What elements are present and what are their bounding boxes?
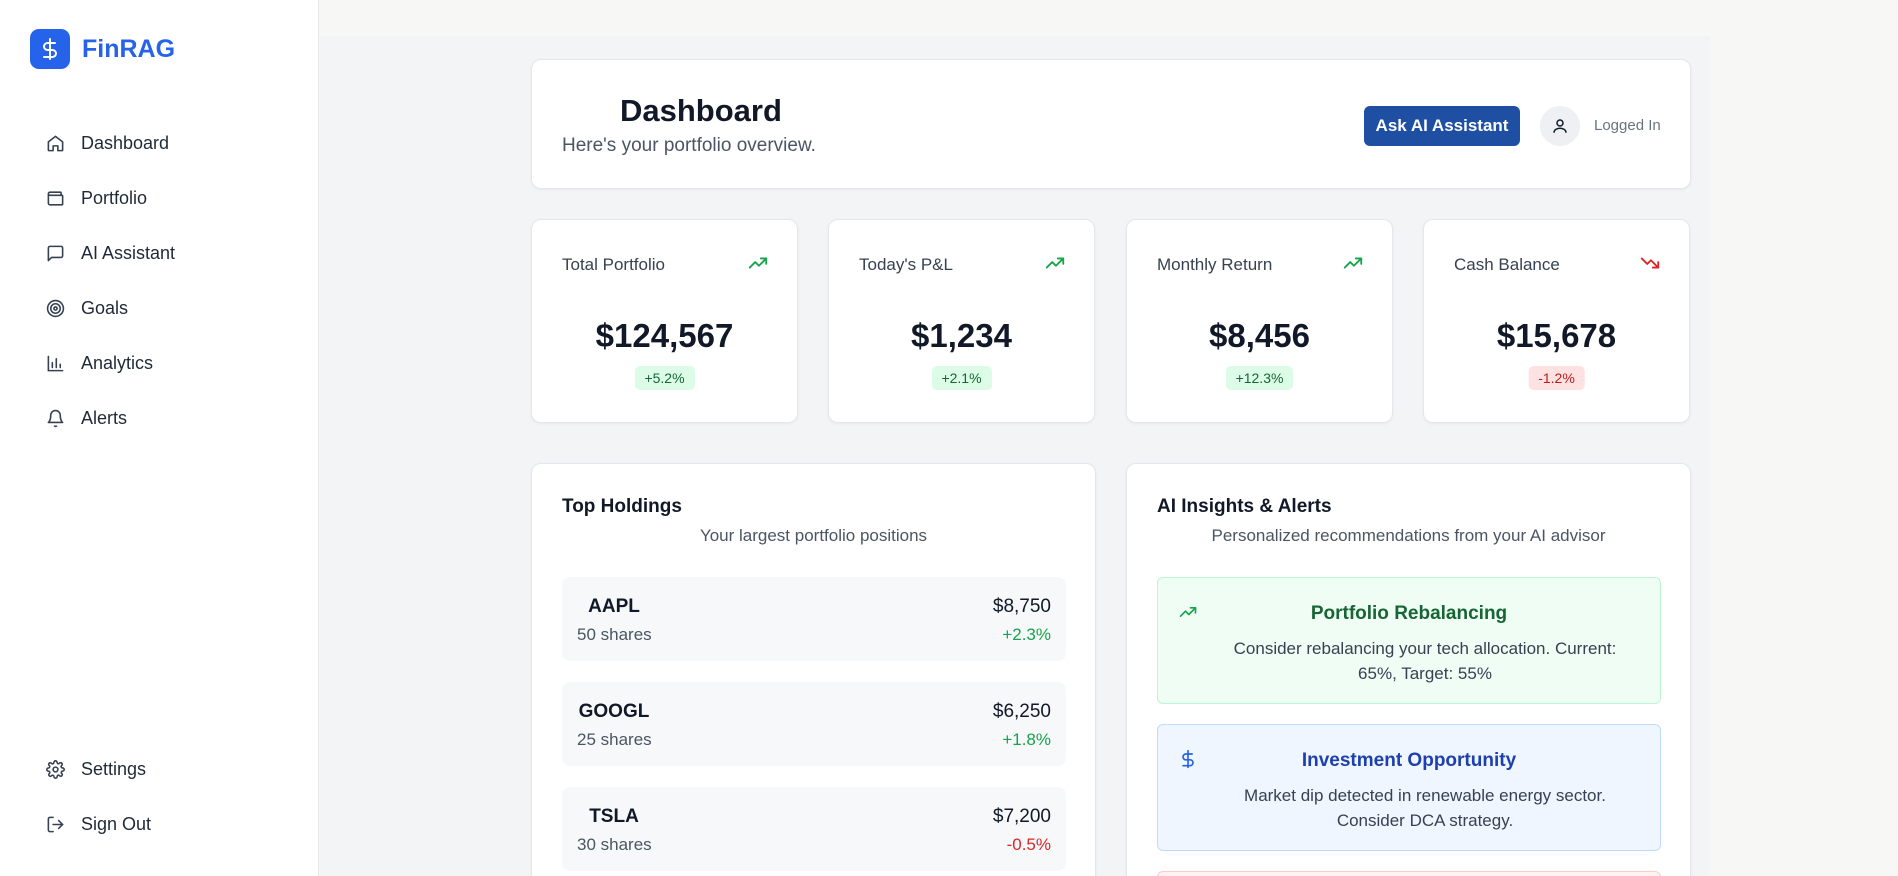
holding-shares: 30 shares	[577, 835, 652, 854]
stat-card-monthly-return: Monthly Return $8,456 +12.3%	[1126, 219, 1393, 423]
sidebar-item-label: Analytics	[81, 353, 154, 373]
top-holdings-panel: Top Holdings Your largest portfolio posi…	[531, 463, 1096, 876]
brand[interactable]: FinRAG	[30, 29, 175, 69]
trending-up-icon	[748, 257, 768, 269]
page-title: Dashboard	[620, 93, 782, 128]
sidebar-item-label: Settings	[81, 759, 147, 779]
sidebar-item-dashboard[interactable]: Dashboard	[44, 116, 175, 171]
ask-ai-assistant-button[interactable]: Ask AI Assistant	[1364, 106, 1520, 146]
ai-insights-panel: AI Insights & Alerts Personalized recomm…	[1126, 463, 1691, 876]
insight-body: Market dip detected in renewable energy …	[1244, 786, 1606, 830]
sidebar-nav: Dashboard Portfolio AI Assistant Goals A…	[44, 116, 175, 446]
insight-title: Portfolio Rebalancing	[1310, 603, 1508, 624]
login-status: Logged In	[1594, 117, 1661, 134]
page-header: Dashboard Here's your portfolio overview…	[531, 59, 1691, 189]
sidebar-bottom-nav: Settings Sign Out	[44, 742, 151, 852]
stat-value: $1,234	[911, 317, 1012, 354]
page-subtitle: Here's your portfolio overview.	[562, 135, 816, 156]
sidebar-item-ai-assistant[interactable]: AI Assistant	[44, 226, 175, 281]
trending-up-icon	[1343, 257, 1363, 269]
sidebar-item-portfolio[interactable]: Portfolio	[44, 171, 175, 226]
holding-shares: 50 shares	[577, 625, 652, 644]
stat-label: Monthly Return	[1157, 255, 1273, 274]
stat-card-todays-pnl: Today's P&L $1,234 +2.1%	[828, 219, 1095, 423]
holding-value: $7,200	[992, 806, 1051, 827]
stat-value: $124,567	[595, 317, 734, 354]
brand-name: FinRAG	[82, 34, 176, 63]
holding-change: +2.3%	[1002, 625, 1051, 644]
sidebar-item-label: Portfolio	[81, 188, 148, 208]
sidebar-item-label: AI Assistant	[81, 243, 176, 263]
sidebar-item-label: Goals	[81, 298, 129, 318]
insight-card-rebalancing[interactable]: Portfolio Rebalancing Consider rebalanci…	[1157, 577, 1661, 704]
sidebar-item-label: Dashboard	[81, 133, 170, 153]
sidebar-item-analytics[interactable]: Analytics	[44, 336, 175, 391]
holding-row[interactable]: TSLA 30 shares $7,200 -0.5%	[562, 787, 1066, 871]
panel-subtitle: Personalized recommendations from your A…	[1211, 526, 1606, 545]
gear-icon	[44, 759, 66, 781]
sign-out-icon	[44, 814, 66, 836]
insight-card-alert[interactable]	[1157, 871, 1661, 876]
insight-body: Consider rebalancing your tech allocatio…	[1233, 639, 1617, 683]
sidebar-item-settings[interactable]: Settings	[44, 742, 151, 797]
panel-title: Top Holdings	[562, 496, 682, 517]
target-icon	[44, 298, 66, 320]
dollar-icon	[1182, 749, 1194, 769]
stat-card-total-portfolio: Total Portfolio $124,567 +5.2%	[531, 219, 798, 423]
sidebar-item-goals[interactable]: Goals	[44, 281, 175, 336]
bar-chart-icon	[44, 353, 66, 375]
holding-shares: 25 shares	[577, 730, 652, 749]
holding-change: +1.8%	[1002, 730, 1051, 749]
holding-symbol: TSLA	[589, 806, 639, 827]
insight-card-opportunity[interactable]: Investment Opportunity Market dip detect…	[1157, 724, 1661, 851]
holding-row[interactable]: AAPL 50 shares $8,750 +2.3%	[562, 577, 1066, 661]
stat-value: $15,678	[1496, 317, 1617, 354]
panel-subtitle: Your largest portfolio positions	[699, 526, 928, 545]
sign-out-button[interactable]: Sign Out	[44, 797, 151, 852]
holding-change: -0.5%	[1006, 835, 1051, 854]
panel-title: AI Insights & Alerts	[1157, 496, 1332, 517]
change-badge: -1.2%	[1528, 366, 1585, 390]
stat-label: Today's P&L	[859, 255, 953, 274]
sidebar-item-alerts[interactable]: Alerts	[44, 391, 175, 446]
trending-up-icon	[1179, 607, 1197, 617]
insight-title: Investment Opportunity	[1301, 750, 1517, 771]
stat-label: Total Portfolio	[562, 255, 665, 274]
chat-icon	[44, 243, 66, 265]
holding-value: $6,250	[992, 701, 1051, 722]
stat-card-cash-balance: Cash Balance $15,678 -1.2%	[1423, 219, 1690, 423]
home-icon	[44, 133, 66, 155]
wallet-icon	[44, 188, 66, 210]
change-badge: +2.1%	[931, 366, 992, 390]
holding-row[interactable]: GOOGL 25 shares $6,250 +1.8%	[562, 682, 1066, 766]
holding-symbol: AAPL	[588, 596, 640, 617]
holding-symbol: GOOGL	[578, 701, 650, 722]
bell-icon	[44, 408, 66, 430]
sidebar: FinRAG Dashboard Portfolio AI Assistant …	[0, 0, 319, 876]
user-icon	[1553, 119, 1567, 133]
sidebar-item-label: Sign Out	[81, 814, 152, 834]
holding-value: $8,750	[992, 596, 1051, 617]
change-badge: +12.3%	[1225, 366, 1294, 390]
trending-up-icon	[1045, 257, 1065, 269]
dollar-icon	[30, 29, 70, 69]
sidebar-item-label: Alerts	[81, 408, 128, 428]
user-avatar[interactable]	[1540, 106, 1580, 146]
stat-label: Cash Balance	[1454, 255, 1560, 274]
trending-down-icon	[1640, 257, 1660, 269]
change-badge: +5.2%	[634, 366, 695, 390]
stat-value: $8,456	[1209, 317, 1310, 354]
